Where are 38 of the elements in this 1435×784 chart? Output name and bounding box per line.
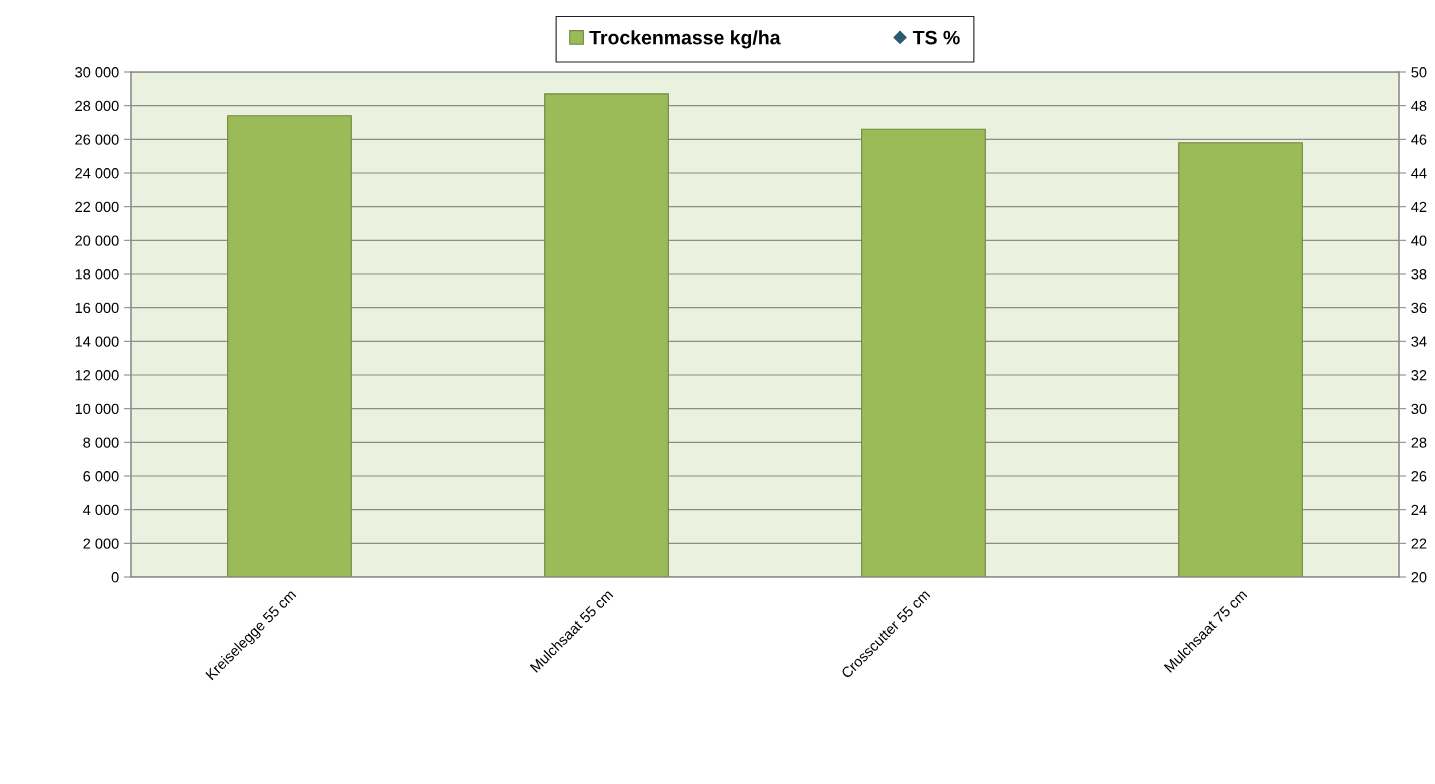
y-tick-label: 6 000 — [83, 471, 119, 482]
y2-tick-label: 38 — [1411, 269, 1427, 280]
y2-tick-label: 30 — [1411, 403, 1427, 415]
y2-tick-label: 20 — [1411, 572, 1427, 583]
y2-tick-label: 42 — [1411, 201, 1427, 212]
y2-tick-label: 28 — [1411, 437, 1427, 448]
bar — [861, 128, 986, 577]
y2-tick-label: 26 — [1411, 471, 1427, 482]
y-tick-label: 28 000 — [75, 100, 119, 112]
bar — [544, 93, 669, 577]
y-tick-label: 26 000 — [75, 134, 119, 145]
y-tick-label: 2 000 — [83, 538, 119, 549]
y-tick-label: 4 000 — [83, 504, 119, 516]
y2-tick-label: 50 — [1411, 67, 1427, 78]
legend-label: TS % — [912, 30, 960, 45]
y2-tick-label: 34 — [1411, 336, 1427, 347]
y2-tick-label: 32 — [1411, 370, 1427, 381]
bar — [227, 115, 352, 577]
bar — [1178, 142, 1303, 577]
y-tick-label: 0 — [111, 572, 119, 583]
legend-label: Trockenmasse kg/ha — [589, 30, 781, 49]
y-tick-label: 12 000 — [75, 370, 119, 381]
y-tick-label: 18 000 — [75, 269, 119, 280]
y2-tick-label: 40 — [1411, 235, 1427, 246]
y-tick-label: 24 000 — [75, 168, 119, 179]
y2-tick-label: 22 — [1411, 538, 1427, 549]
y2-tick-label: 44 — [1411, 168, 1427, 179]
y-tick-label: 14 000 — [75, 336, 119, 347]
y2-tick-label: 24 — [1411, 504, 1427, 515]
y-tick-label: 8 000 — [83, 437, 119, 448]
y-tick-label: 22 000 — [75, 201, 119, 213]
y2-tick-label: 48 — [1411, 100, 1427, 112]
y2-tick-label: 36 — [1411, 302, 1427, 314]
y-tick-label: 16 000 — [75, 302, 119, 314]
y2-tick-label: 46 — [1411, 134, 1427, 145]
y-tick-label: 30 000 — [75, 67, 119, 78]
y-tick-label: 10 000 — [75, 403, 119, 415]
y-tick-label: 20 000 — [75, 235, 119, 246]
